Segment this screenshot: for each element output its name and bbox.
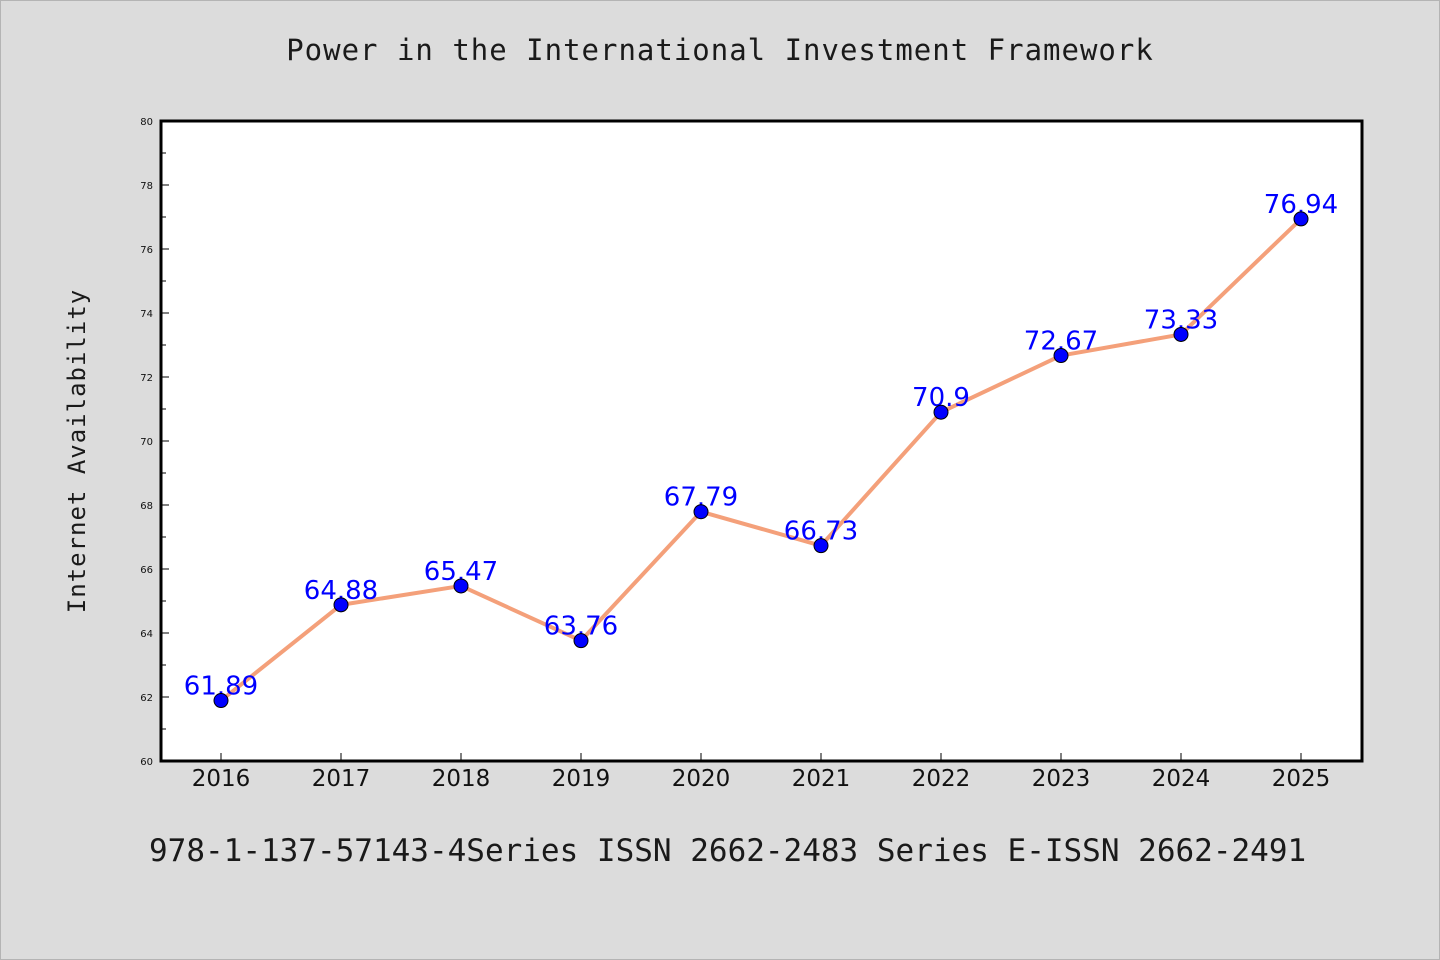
x-tick-label: 2019 xyxy=(552,766,611,792)
y-tick-label: 60 xyxy=(140,757,153,768)
data-point xyxy=(1173,326,1189,342)
y-tick-label: 66 xyxy=(140,565,153,576)
y-axis: 60 62 64 66 68 70 72 74 76 78 80 xyxy=(140,117,169,768)
y-tick-label: 68 xyxy=(140,501,153,512)
x-tick-label: 2018 xyxy=(432,766,491,792)
data-point xyxy=(453,578,469,594)
x-tick-label: 2021 xyxy=(792,766,851,792)
data-point xyxy=(693,504,709,520)
data-point xyxy=(1293,211,1309,227)
y-tick-label: 76 xyxy=(140,245,153,256)
data-point xyxy=(573,633,589,649)
x-tick-label: 2023 xyxy=(1032,766,1091,792)
x-tick-label: 2022 xyxy=(912,766,971,792)
y-tick-label: 70 xyxy=(140,437,153,448)
plot-area xyxy=(159,119,1364,763)
series-line xyxy=(219,217,1303,703)
x-axis: 2016 2017 2018 2019 2020 2021 2022 2023 2024 2025 xyxy=(192,753,1331,792)
y-tick-label: 72 xyxy=(140,373,153,384)
y-tick-label: 74 xyxy=(140,309,153,320)
chart-title: Power in the International Investment Fr… xyxy=(286,33,1154,67)
x-tick-label: 2025 xyxy=(1272,766,1331,792)
data-point xyxy=(213,693,229,709)
data-point xyxy=(1053,348,1069,364)
y-tick-label: 78 xyxy=(140,181,153,192)
x-tick-label: 2017 xyxy=(312,766,371,792)
data-point xyxy=(333,597,349,613)
data-point xyxy=(933,404,949,420)
y-tick-label: 80 xyxy=(140,117,153,128)
footer-text: 978-1-137-57143-4Series ISSN 2662-2483 S… xyxy=(149,833,1307,869)
data-labels-group: 61.8964.8865.4763.7667.7966.7370.972.677… xyxy=(184,190,1338,702)
x-tick-label: 2016 xyxy=(192,766,251,792)
data-point xyxy=(813,538,829,554)
series-line-group xyxy=(219,217,1303,703)
x-tick-label: 2024 xyxy=(1152,766,1211,792)
y-axis-label: Internet Availability xyxy=(63,289,91,613)
y-tick-label: 62 xyxy=(140,693,153,704)
markers-group xyxy=(213,211,1309,709)
y-tick-label: 64 xyxy=(140,629,153,640)
x-tick-label: 2020 xyxy=(672,766,731,792)
